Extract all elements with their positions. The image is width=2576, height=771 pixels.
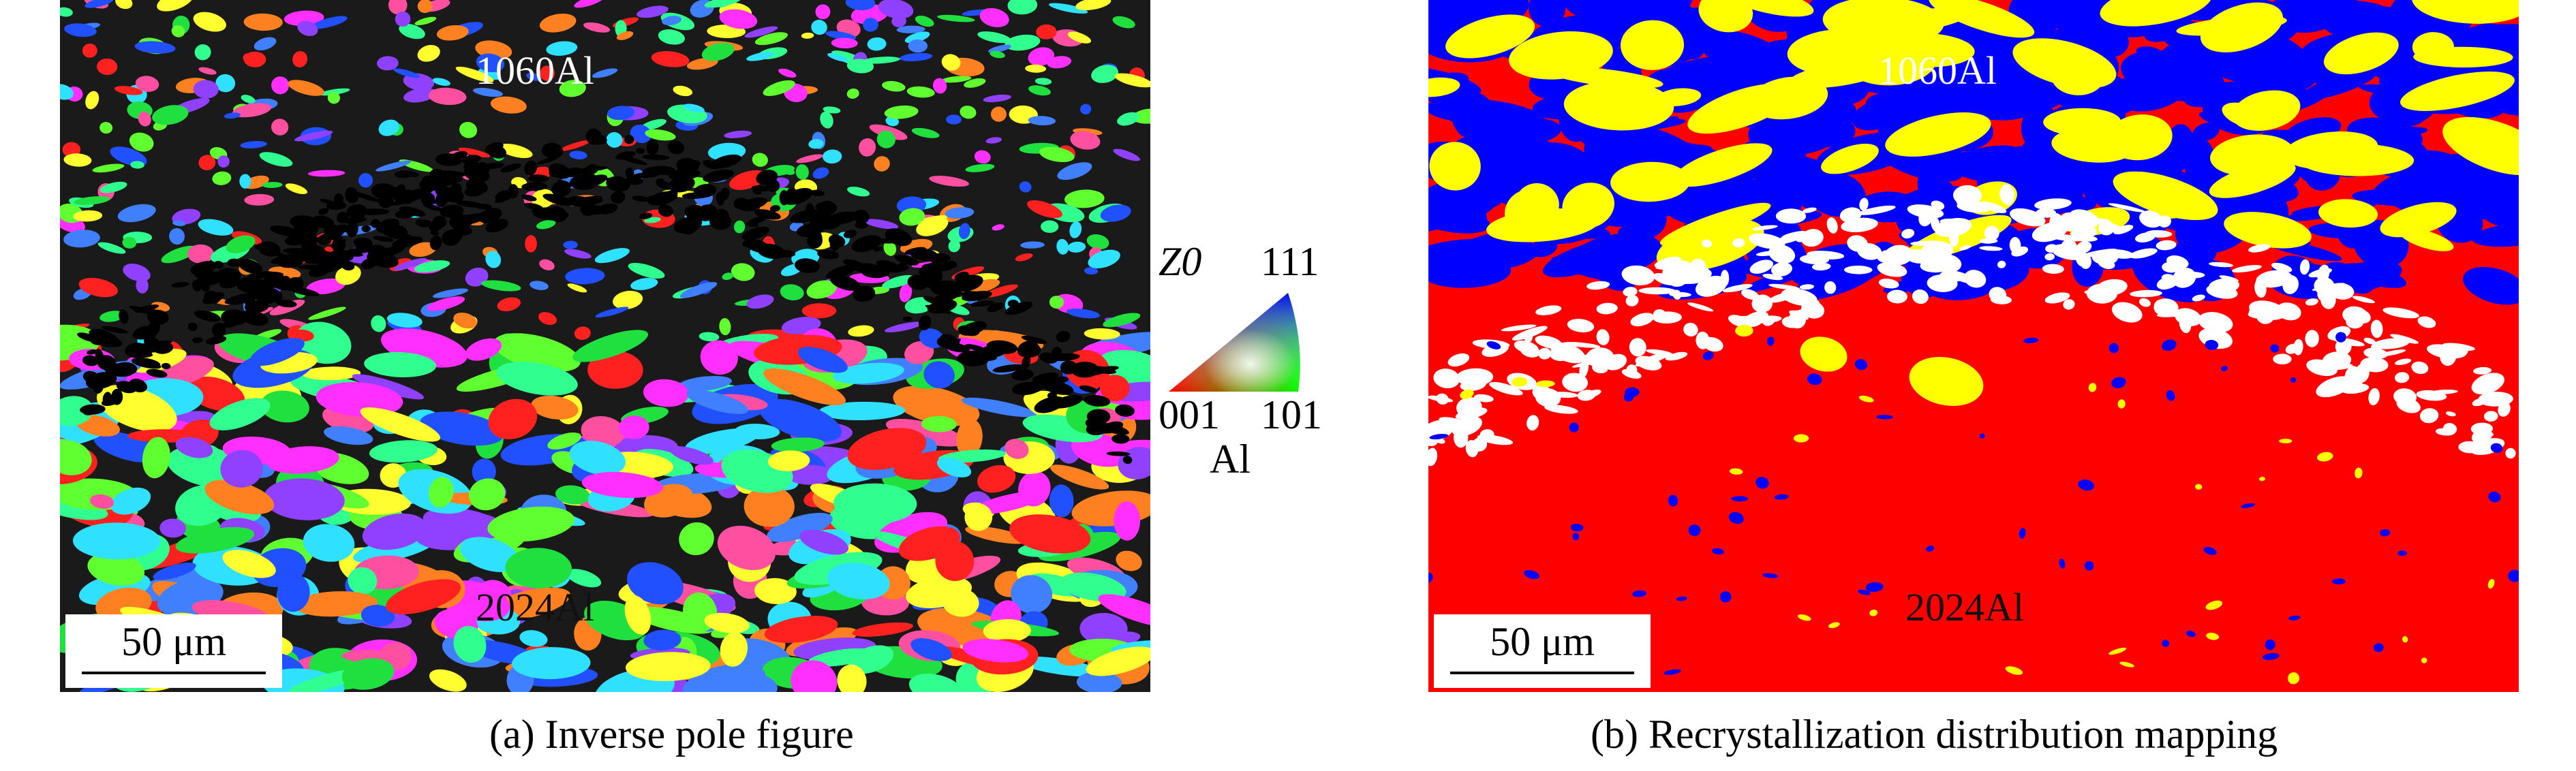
region-label-2024al: 2024Al (1905, 585, 2024, 629)
ipf-color-key: Z0 111 001 101 Al (1159, 238, 1322, 490)
region-label-2024al: 2024Al (476, 585, 594, 629)
scale-bar-label: 50 μm (121, 619, 226, 664)
figure-caption-b: (b) Recrystallization distribution mappi… (1591, 712, 2278, 757)
scale-bar-line (1450, 672, 1634, 674)
legend-axis-label: Z0 (1159, 239, 1202, 284)
ipf-map-panel: 1060Al 2024Al 50 μm (60, 0, 1150, 692)
region-label-1060al: 1060Al (476, 48, 594, 93)
scale-bar: 50 μm (1434, 614, 1651, 688)
recrystallization-map-image (1428, 0, 2519, 685)
scale-bar-label: 50 μm (1490, 619, 1595, 664)
scale-bar-line (82, 672, 266, 674)
scale-bar: 50 μm (65, 614, 282, 688)
legend-corner-001: 001 (1159, 392, 1220, 437)
ipf-map-image (60, 0, 1150, 692)
legend-corner-111: 111 (1261, 239, 1319, 284)
region-label-1060al: 1060Al (1878, 48, 1997, 93)
figure-caption-a: (a) Inverse pole figure (489, 712, 854, 757)
legend-material-label: Al (1210, 437, 1251, 482)
ipf-color-triangle (1169, 293, 1300, 392)
legend-corner-101: 101 (1261, 392, 1322, 437)
recrystallization-map-panel: 1060Al 2024Al 50 μm (1428, 0, 2519, 692)
